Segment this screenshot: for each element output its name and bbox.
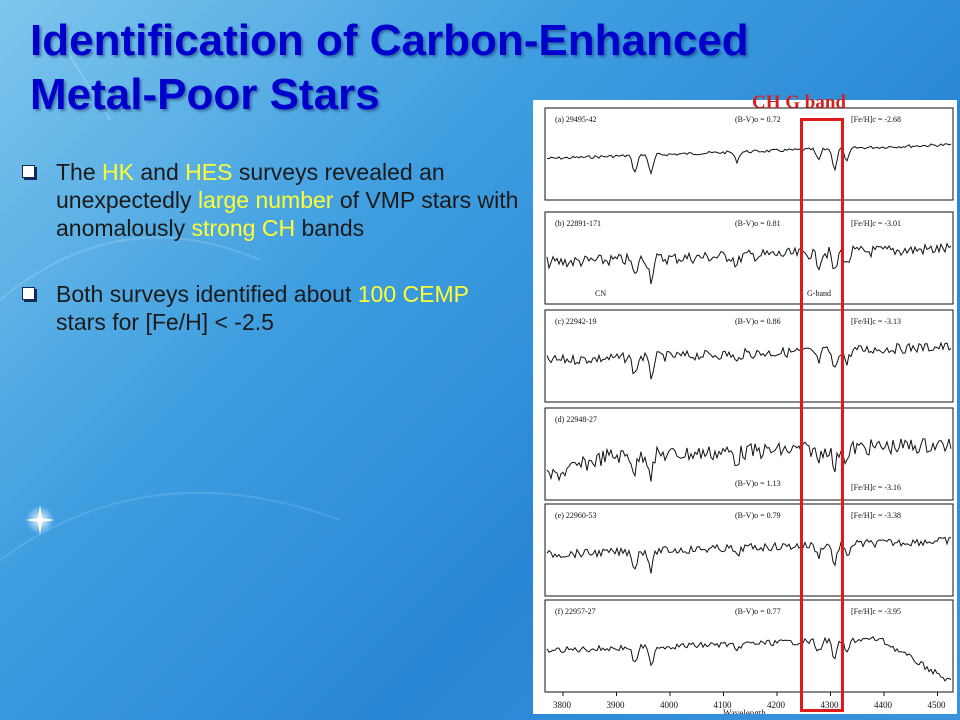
spectrum-line	[546, 242, 952, 285]
axis-tick-label: 3800	[553, 700, 572, 710]
axis-tick-label: 4500	[928, 700, 947, 710]
bullet-list: The HK and HES surveys revealed an unexp…	[22, 158, 522, 374]
panel-metallicity: [Fe/H]c = -3.13	[851, 317, 901, 326]
title-line-2: Metal-Poor Stars	[30, 70, 380, 119]
title-line-1: Identification of Carbon-Enhanced	[30, 16, 749, 65]
panel-metallicity: [Fe/H]c = -3.16	[851, 483, 901, 492]
panel-star-id: (d) 22948-27	[555, 415, 597, 424]
spectra-figure: (a) 29495-42 (B-V)o = 0.72 [Fe/H]c = -2.68…	[533, 100, 957, 714]
spectrum-panel-frame	[544, 503, 954, 597]
panel-star-id: (c) 22942-19	[555, 317, 597, 326]
g-band-highlight-box	[800, 118, 844, 712]
panel-metallicity: [Fe/H]c = -3.95	[851, 607, 901, 616]
spectrum-panel-frame	[544, 407, 954, 501]
bullet-item: The HK and HES surveys revealed an unexp…	[22, 158, 522, 242]
axis-tick-label: 4300	[821, 700, 840, 710]
panel-color-index: (B-V)o = 1.13	[735, 479, 781, 488]
square-bullet-icon	[22, 165, 35, 178]
panel-color-index: (B-V)o = 0.72	[735, 115, 781, 124]
axis-tick-label: 4200	[767, 700, 786, 710]
cn-band-label: CN	[595, 289, 606, 298]
spectrum-line	[546, 143, 952, 176]
axis-tick-label: 4100	[714, 700, 733, 710]
axis-tick-label: 3900	[607, 700, 626, 710]
panel-star-id: (f) 22957-27	[555, 607, 596, 616]
panel-star-id: (a) 29495-42	[555, 115, 597, 124]
panel-star-id: (e) 22960-53	[555, 511, 597, 520]
axis-tick-label: 4000	[660, 700, 679, 710]
panel-star-id: (b) 22891-171	[555, 219, 601, 228]
g-band-label: G-band	[807, 289, 831, 298]
panel-metallicity: [Fe/H]c = -3.38	[851, 511, 901, 520]
bullet-item: Both surveys identified about 100 CEMP s…	[22, 280, 522, 336]
sparkle-icon	[26, 506, 54, 534]
panel-color-index: (B-V)o = 0.79	[735, 511, 781, 520]
axis-label: Wavelength	[723, 708, 766, 714]
spectrum-panel-frame	[544, 309, 954, 403]
spectrum-line	[546, 635, 952, 682]
spectrum-line	[546, 438, 952, 482]
spectrum-panel-frame	[544, 107, 954, 201]
spectrum-line	[546, 536, 952, 574]
panel-metallicity: [Fe/H]c = -3.01	[851, 219, 901, 228]
panel-color-index: (B-V)o = 0.77	[735, 607, 781, 616]
spectrum-panel-frame	[544, 211, 954, 305]
panel-color-index: (B-V)o = 0.81	[735, 219, 781, 228]
panel-color-index: (B-V)o = 0.86	[735, 317, 781, 326]
spectra-plot: (a) 29495-42 (B-V)o = 0.72 [Fe/H]c = -2.68…	[544, 107, 954, 714]
spectrum-panel-frame	[544, 599, 954, 693]
spectrum-line	[546, 341, 952, 380]
panel-metallicity: [Fe/H]c = -2.68	[851, 115, 901, 124]
ch-g-band-label: CH G band	[752, 92, 846, 113]
axis-tick-label: 4400	[874, 700, 893, 710]
page-title: Identification of Carbon-Enhanced Metal-…	[30, 14, 930, 122]
square-bullet-icon	[22, 287, 35, 300]
